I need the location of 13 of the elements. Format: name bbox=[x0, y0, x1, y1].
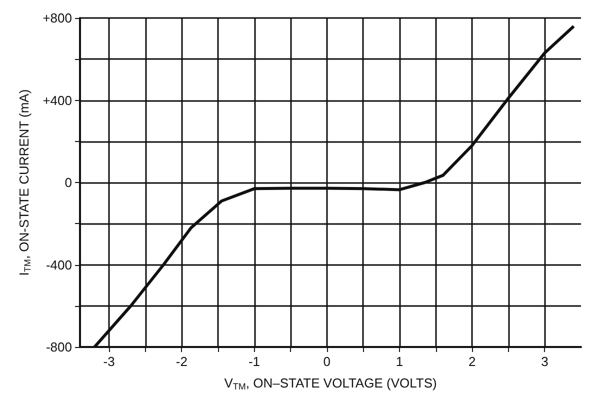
y-axis-title: ITM, ON-STATE CURRENT (mA) bbox=[16, 89, 32, 276]
x-tick-label: -3 bbox=[103, 354, 115, 369]
y-tick-label: +800 bbox=[42, 10, 72, 26]
x-tick-label: 3 bbox=[541, 354, 548, 369]
x-tick-label: -1 bbox=[248, 354, 260, 369]
y-tick-label: -400 bbox=[46, 257, 72, 272]
y-tick-label: -800 bbox=[46, 340, 72, 354]
x-tick-label: 0 bbox=[323, 354, 330, 369]
x-tick-label: -2 bbox=[176, 354, 188, 369]
y-tick-label: 0 bbox=[64, 175, 72, 190]
x-tick-label: 2 bbox=[468, 354, 476, 369]
y-tick-label: +400 bbox=[42, 92, 72, 108]
x-tick-label: 1 bbox=[396, 354, 404, 369]
